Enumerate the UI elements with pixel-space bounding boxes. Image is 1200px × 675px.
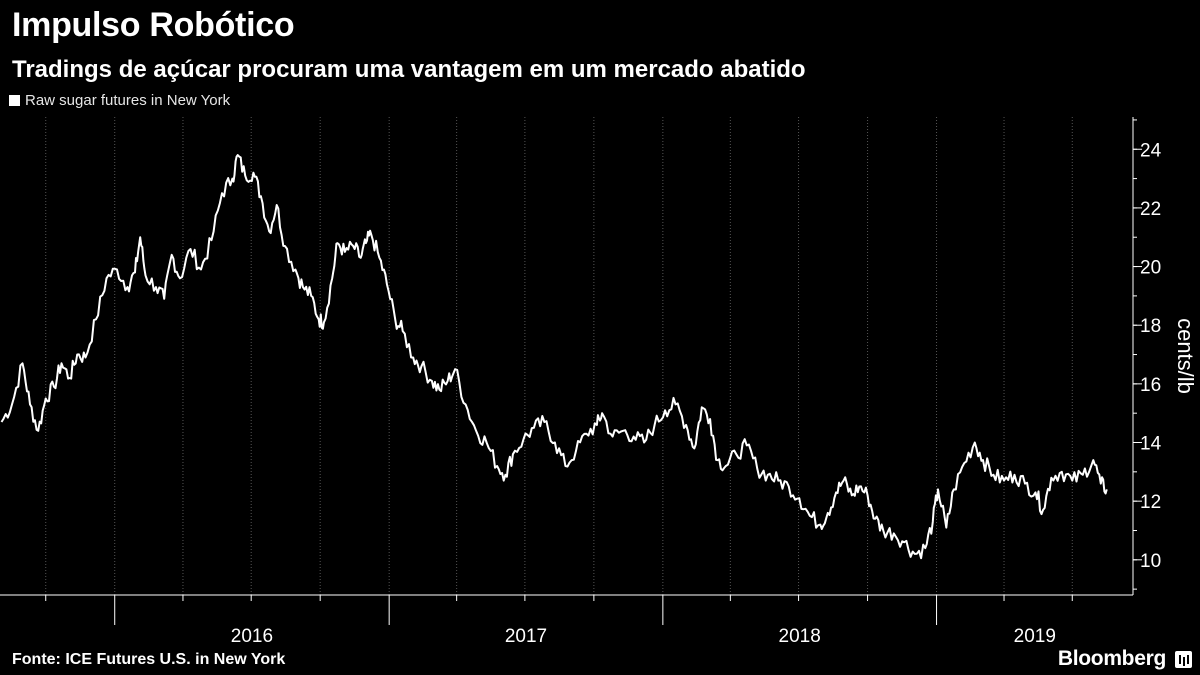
chart-title: Impulso Robótico xyxy=(12,6,295,44)
y-axis-label: cents/lb xyxy=(1173,318,1198,394)
series-line-raw-sugar xyxy=(0,154,1108,560)
bloomberg-logo-icon xyxy=(1175,651,1192,668)
x-tick-label: 2016 xyxy=(231,626,273,647)
y-tick-label: 16 xyxy=(1140,375,1161,396)
legend-swatch xyxy=(9,95,20,106)
chart-subtitle: Tradings de açúcar procuram uma vantagem… xyxy=(12,56,806,83)
x-tick-label: 2018 xyxy=(779,626,821,647)
y-tick-label: 10 xyxy=(1140,551,1161,572)
source-note: Fonte: ICE Futures U.S. in New York xyxy=(12,651,286,668)
x-tick-label: 2019 xyxy=(1014,626,1056,647)
y-tick-label: 24 xyxy=(1140,140,1162,161)
brand-name: Bloomberg xyxy=(1057,647,1166,670)
y-tick-label: 22 xyxy=(1140,199,1161,220)
y-tick-label: 20 xyxy=(1140,258,1161,279)
y-tick-label: 18 xyxy=(1140,316,1161,337)
y-tick-label: 12 xyxy=(1140,492,1161,513)
x-tick-label: 2017 xyxy=(505,626,547,647)
legend-label: Raw sugar futures in New York xyxy=(25,92,231,109)
legend: Raw sugar futures in New York xyxy=(9,92,230,109)
y-tick-label: 14 xyxy=(1140,434,1162,455)
